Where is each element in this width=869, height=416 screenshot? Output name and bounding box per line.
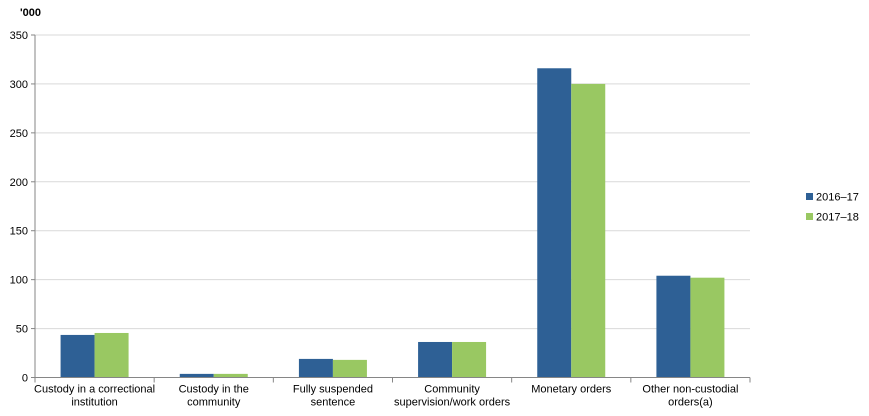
x-tick-label: orders(a) xyxy=(668,397,713,409)
y-tick-label: 250 xyxy=(10,128,28,140)
bar-series1 xyxy=(418,341,453,378)
bar-series1 xyxy=(298,358,333,378)
y-tick-label: 150 xyxy=(10,226,28,238)
bar-series1 xyxy=(656,275,691,378)
y-tick-label: 100 xyxy=(10,275,28,287)
legend-swatch xyxy=(806,213,813,220)
x-tick-label: Other non-custodial xyxy=(642,384,738,396)
legend-swatch xyxy=(806,193,813,200)
bar-series1 xyxy=(537,68,572,378)
y-axis-unit-label: '000 xyxy=(20,7,41,19)
bar-series2 xyxy=(332,359,367,378)
x-tick-label: institution xyxy=(71,397,117,409)
bar-series2 xyxy=(690,277,725,378)
legend-label: 2017–18 xyxy=(816,212,859,224)
x-tick-label: sentence xyxy=(311,397,356,409)
y-tick-label: 0 xyxy=(22,373,28,385)
x-tick-label: Community xyxy=(424,384,480,396)
bar-series2 xyxy=(213,373,248,378)
y-tick-label: 300 xyxy=(10,79,28,91)
x-tick-label: Custody in the xyxy=(179,384,249,396)
bar-series2 xyxy=(452,341,487,378)
bar-series1 xyxy=(179,373,214,378)
x-tick-label: community xyxy=(187,397,241,409)
y-tick-label: 200 xyxy=(10,177,28,189)
y-tick-label: 350 xyxy=(10,30,28,42)
bar-series2 xyxy=(571,83,606,378)
legend-label: 2016–17 xyxy=(816,192,859,204)
x-tick-label: Fully suspended xyxy=(293,384,373,396)
bar-series2 xyxy=(94,332,129,378)
x-tick-label: Monetary orders xyxy=(531,384,612,396)
y-tick-label: 50 xyxy=(16,324,28,336)
x-tick-label: supervision/work orders xyxy=(394,397,511,409)
bar-series1 xyxy=(60,334,95,378)
x-tick-label: Custody in a correctional xyxy=(34,384,155,396)
